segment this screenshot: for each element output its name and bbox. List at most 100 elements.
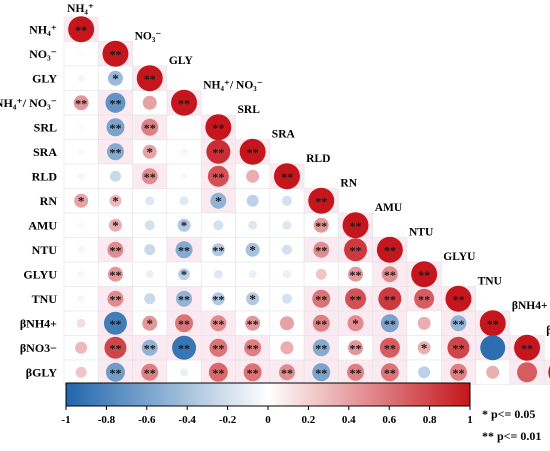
- correlation-circle: [213, 269, 223, 279]
- correlation-circle: [245, 315, 261, 331]
- significance-marker: **: [247, 366, 259, 380]
- significance-marker: **: [315, 292, 327, 306]
- correlation-circle: [144, 244, 156, 256]
- significance-marker: **: [109, 317, 121, 331]
- significance-marker: **: [418, 292, 430, 306]
- significance-marker: **: [452, 292, 464, 306]
- significance-marker: *: [112, 71, 119, 86]
- correlation-circle: [245, 242, 260, 257]
- correlation-circle: [418, 366, 431, 379]
- grid-cell: [63, 163, 99, 189]
- significance-marker: **: [109, 341, 121, 355]
- correlation-circle: [172, 335, 197, 360]
- correlation-circle: [105, 362, 125, 382]
- row-label: NO₃⁻: [29, 47, 57, 61]
- significance-legend: * p<= 0.05 ** p<= 0.01: [482, 407, 541, 443]
- significance-marker: **: [350, 366, 362, 380]
- correlation-circle: [278, 364, 295, 381]
- correlation-circle: [73, 95, 89, 111]
- correlation-circle: [106, 143, 124, 161]
- row-label: βNO3−: [20, 341, 57, 355]
- colorbar-tick-label: -0.8: [98, 414, 116, 426]
- significance-marker: **: [212, 145, 224, 159]
- significance-marker: **: [109, 96, 121, 110]
- correlation-circle: [180, 172, 188, 180]
- significance-marker: **: [75, 23, 87, 37]
- correlation-circle: [281, 244, 292, 255]
- significance-marker: **: [178, 96, 190, 110]
- significance-marker: **: [315, 194, 327, 208]
- significance-marker: **: [212, 341, 224, 355]
- significance-marker: **: [281, 366, 293, 380]
- significance-marker: **: [178, 243, 190, 257]
- significance-marker: **: [384, 341, 396, 355]
- row-label: βGLY: [26, 365, 58, 379]
- correlation-circle: [308, 187, 335, 214]
- row-label: GLY: [32, 71, 57, 85]
- correlation-circle: [175, 314, 194, 333]
- significance-marker: *: [181, 267, 188, 282]
- significance-marker: **: [109, 366, 121, 380]
- correlation-circle: [211, 292, 225, 306]
- correlation-circle: [445, 285, 472, 312]
- correlation-circle: [109, 194, 122, 207]
- significance-marker: **: [144, 72, 156, 86]
- correlation-circle: [180, 368, 189, 377]
- correlation-circle: [447, 336, 470, 359]
- correlation-circle: [345, 288, 367, 310]
- significance-marker: *: [249, 242, 256, 257]
- colorbar-tick-label: 0.6: [382, 414, 396, 426]
- significance-marker: **: [418, 268, 430, 282]
- correlation-circle: [312, 339, 330, 357]
- correlation-circle: [102, 40, 129, 67]
- correlation-circle: [312, 314, 330, 332]
- correlation-circle: [312, 289, 331, 308]
- correlation-circle: [450, 315, 467, 332]
- correlation-circle: [479, 310, 506, 337]
- correlation-circle: [381, 266, 398, 283]
- significance-marker: *: [112, 218, 119, 233]
- significance-marker: **: [144, 366, 156, 380]
- significance-marker: **: [247, 317, 259, 331]
- significance-marker: **: [212, 317, 224, 331]
- correlation-circle: [141, 339, 158, 356]
- colorbar-tick-label: -0.6: [138, 414, 156, 426]
- correlation-circle: [104, 336, 127, 359]
- correlation-circle: [480, 335, 506, 361]
- significance-marker: **: [350, 268, 362, 282]
- correlation-circle: [77, 124, 85, 131]
- correlation-circle: [77, 148, 85, 156]
- correlation-circle: [180, 148, 188, 156]
- significance-marker: **: [212, 292, 224, 306]
- colorbar-gradient: [65, 382, 471, 407]
- correlation-circle: [342, 212, 369, 239]
- correlation-circle: [348, 340, 364, 356]
- row-label: AMU: [28, 218, 57, 232]
- significance-marker: *: [249, 291, 256, 306]
- correlation-circle: [141, 168, 158, 185]
- correlation-circle: [248, 270, 257, 279]
- significance-marker: **: [487, 317, 499, 331]
- row-label: NH₄⁺/ NO₃⁻: [0, 96, 57, 110]
- correlation-circle: [273, 163, 300, 190]
- column-label: βNH4+: [512, 300, 548, 312]
- row-label: NTU: [32, 243, 58, 257]
- significance-legend-double: ** p<= 0.01: [482, 429, 541, 443]
- correlation-circle: [77, 295, 85, 303]
- row-label: GLYU: [23, 267, 57, 281]
- significance-marker: **: [109, 47, 121, 61]
- correlation-circle: [175, 241, 193, 259]
- correlation-circle: [142, 315, 158, 331]
- column-label: RN: [340, 178, 357, 190]
- significance-marker: **: [144, 121, 156, 135]
- correlation-circle: [141, 363, 159, 381]
- correlation-circle: [282, 270, 291, 279]
- column-label: NO₃⁻: [135, 31, 162, 43]
- correlation-circle: [108, 218, 122, 232]
- correlation-circle: [244, 339, 262, 357]
- colorbar-tick-label: 0: [265, 414, 271, 426]
- correlation-circle: [210, 315, 227, 332]
- correlation-circle: [171, 89, 198, 116]
- column-label: βNO3−: [546, 325, 550, 337]
